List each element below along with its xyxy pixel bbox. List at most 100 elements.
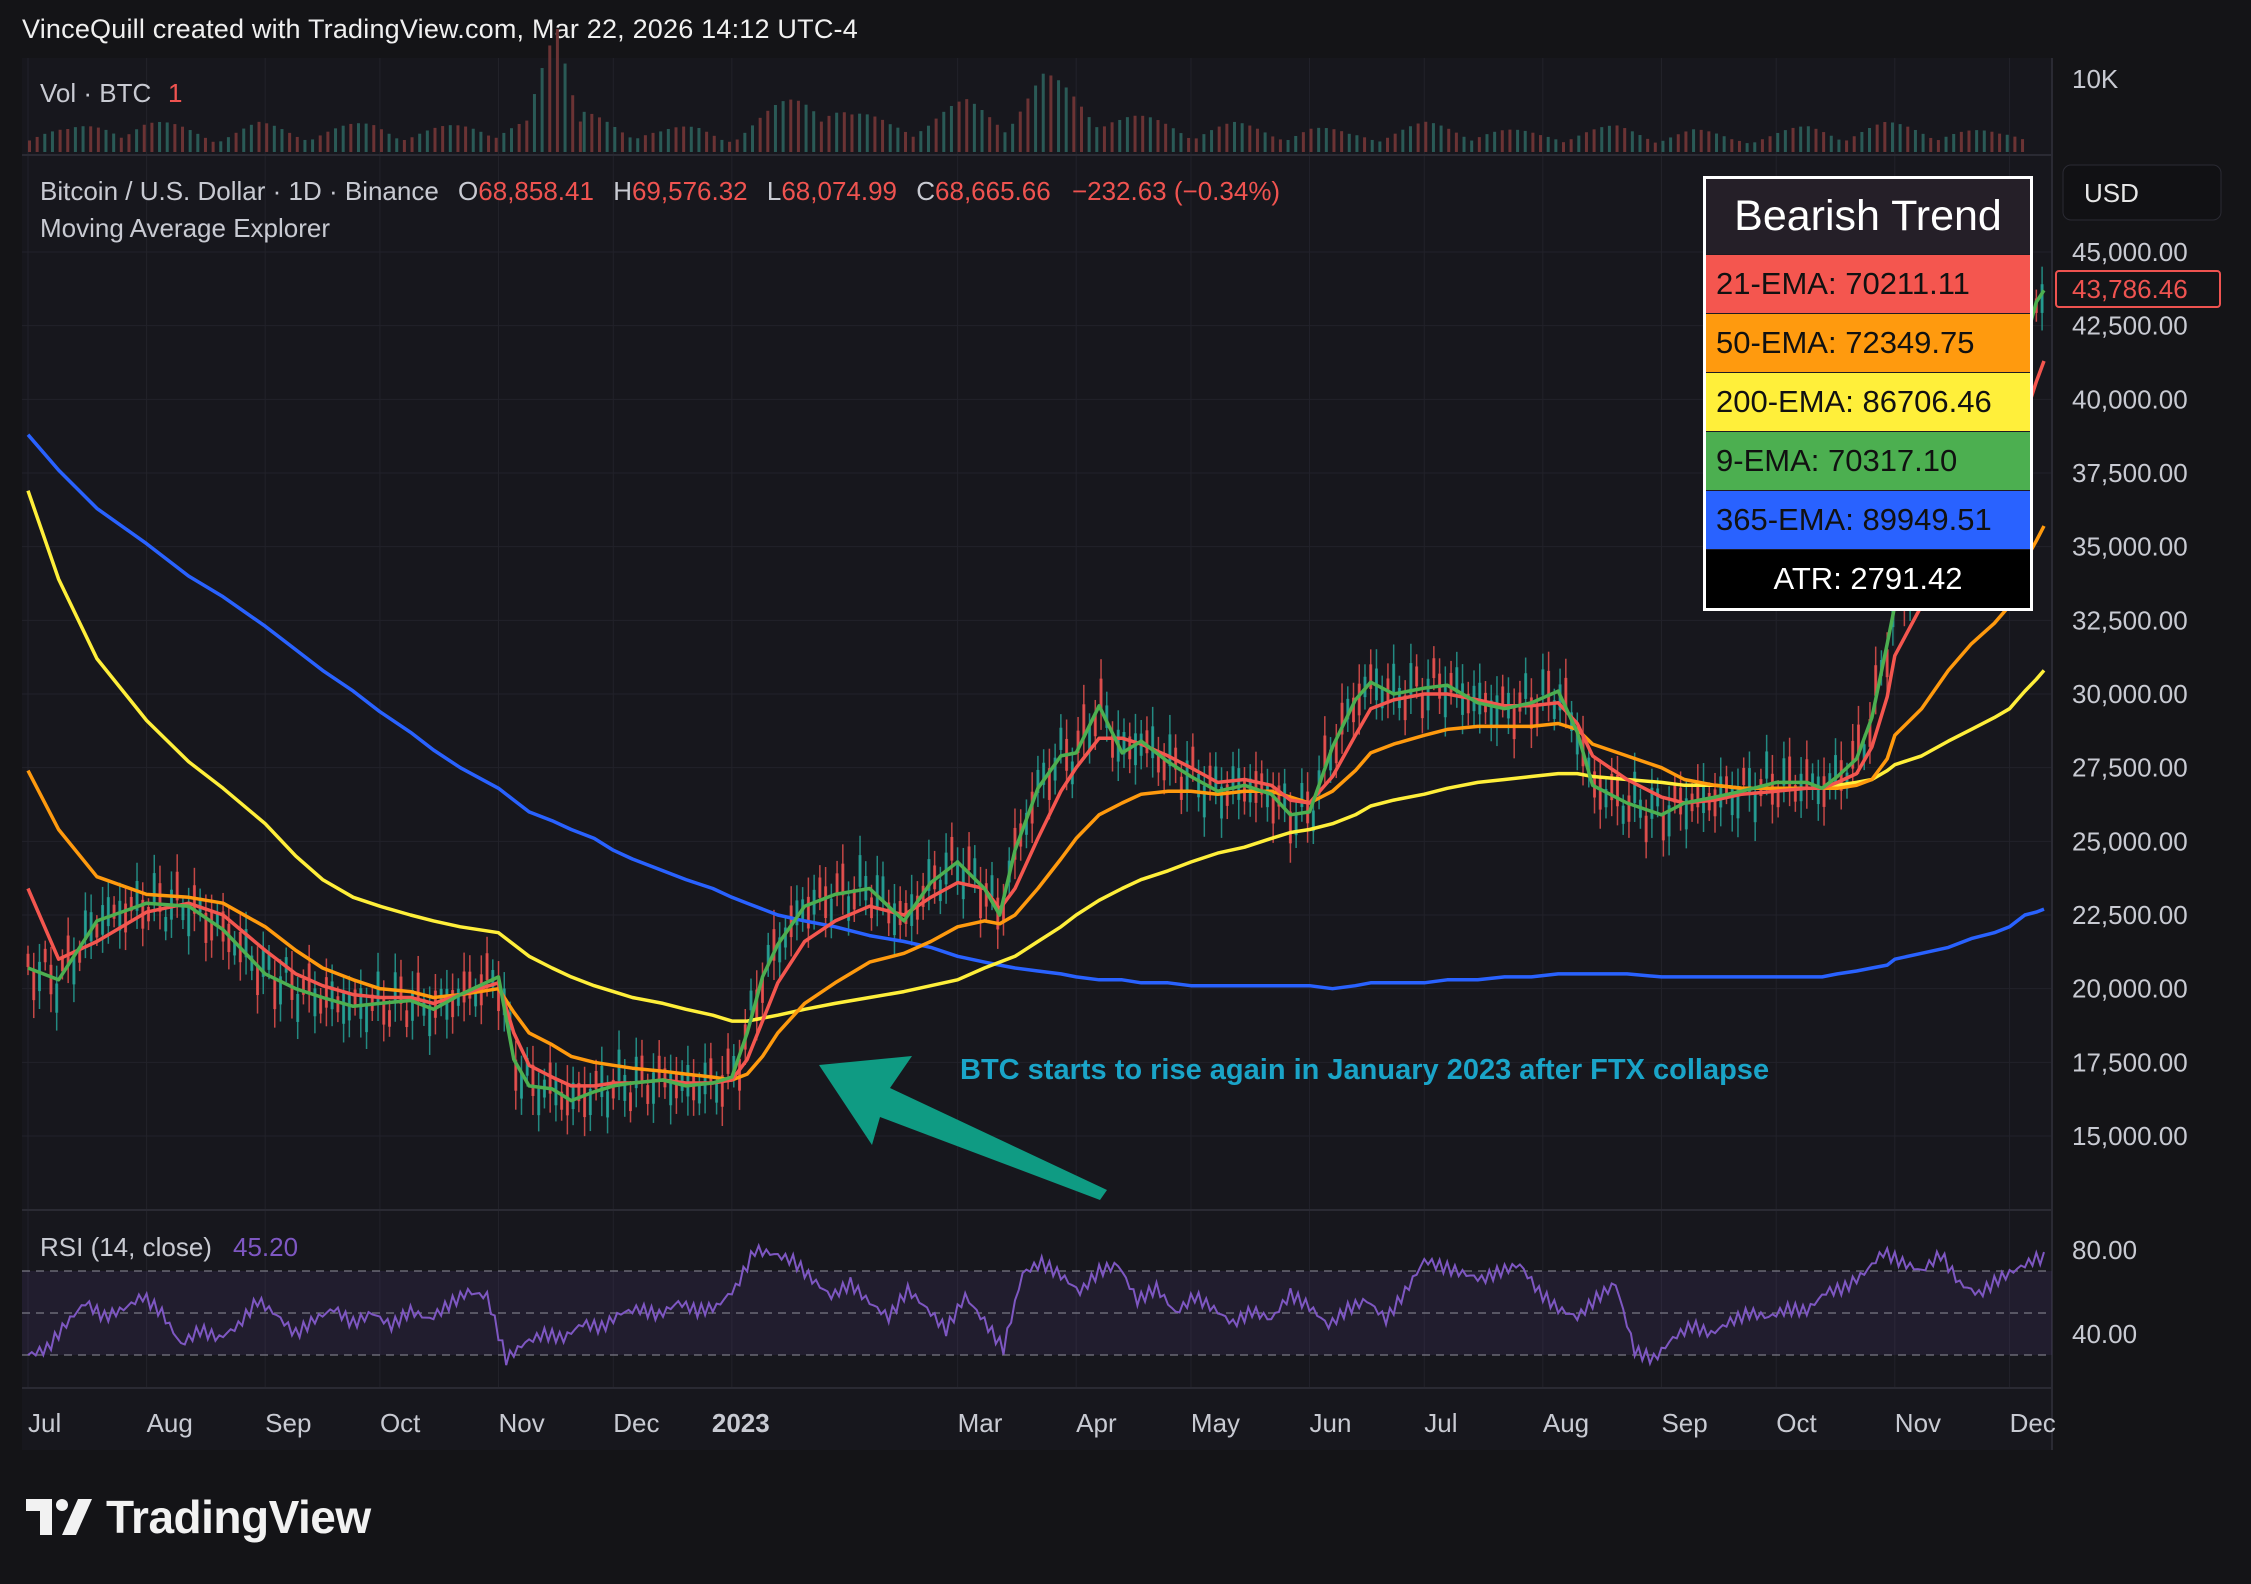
volume-bar — [1569, 139, 1573, 152]
volume-bar — [395, 138, 399, 152]
volume-bar — [188, 130, 192, 152]
volume-bar — [1294, 135, 1298, 152]
price-tick-label: 25,000.00 — [2072, 826, 2188, 856]
candle-body — [388, 1010, 392, 1027]
volume-bar — [379, 129, 383, 152]
volume-bar — [1952, 133, 1956, 152]
candle-body — [1535, 705, 1539, 725]
candle-body — [1265, 783, 1269, 808]
candle-body — [1300, 782, 1304, 808]
volume-bar — [1324, 128, 1328, 152]
close-label: C — [916, 176, 935, 206]
volume-bar — [590, 113, 594, 152]
candle-body — [1834, 755, 1838, 783]
volume-bar — [628, 137, 632, 152]
volume-bar — [728, 141, 732, 152]
candle-body — [686, 1064, 690, 1097]
candle-body — [1162, 757, 1166, 781]
volume-bar — [1860, 131, 1864, 152]
candle-body — [519, 1071, 523, 1099]
time-tick-label: Jun — [1310, 1408, 1352, 1438]
volume-bar — [456, 125, 460, 152]
volume-bar — [494, 137, 498, 152]
candle-body — [474, 989, 478, 1007]
volume-bar — [1554, 139, 1558, 152]
volume-bar — [1026, 98, 1030, 152]
volume-bars — [28, 28, 2025, 153]
volume-bar — [1745, 143, 1749, 152]
candle-body — [1541, 669, 1545, 696]
symbol-legend: Bitcoin / U.S. Dollar · 1D · Binance O68… — [40, 176, 1280, 206]
candle-body — [514, 1059, 518, 1091]
volume-bar — [1638, 135, 1642, 152]
volume-bar — [1248, 125, 1252, 152]
volume-bar — [1760, 139, 1764, 152]
volume-bar — [1975, 130, 1979, 152]
candle-body — [1449, 672, 1453, 693]
volume-bar — [540, 68, 544, 152]
volume-bar — [850, 114, 854, 152]
time-tick-label: Mar — [958, 1408, 1003, 1438]
candle-body — [485, 953, 489, 981]
tradingview-logo-icon — [26, 1499, 92, 1535]
tradingview-logo[interactable]: TradingView — [26, 1490, 371, 1544]
volume-bar — [965, 99, 969, 152]
volume-bar — [1883, 122, 1887, 152]
volume-bar — [303, 139, 307, 152]
last-price-badge — [2055, 270, 2221, 308]
volume-bar — [249, 124, 253, 152]
candle-body — [1518, 692, 1522, 712]
volume-bar — [758, 117, 762, 152]
candle-body — [1088, 727, 1092, 750]
volume-bar — [372, 125, 376, 152]
candle-body — [1179, 776, 1183, 800]
candle-body — [583, 1085, 587, 1118]
candle-body — [1001, 898, 1005, 922]
candle-body — [766, 944, 770, 965]
rsi-label: RSI (14, close) — [40, 1232, 212, 1262]
volume-bar — [112, 133, 116, 152]
candle-body — [1656, 788, 1660, 807]
candle-body — [1093, 713, 1097, 737]
trend-title: Bearish Trend — [1706, 179, 2030, 254]
candle-body — [445, 988, 449, 1020]
volume-bar — [1967, 130, 1971, 152]
candle-body — [198, 897, 202, 913]
candle-body — [1185, 760, 1189, 793]
volume-bar — [766, 110, 770, 152]
volume-bar — [425, 130, 429, 152]
close-value: 68,665.66 — [935, 176, 1051, 206]
candle-body — [1036, 769, 1040, 793]
currency-button[interactable] — [2062, 164, 2222, 221]
candle-body — [26, 953, 30, 968]
volume-bar — [957, 101, 961, 152]
volume-bar — [35, 136, 39, 152]
volume-bar — [1837, 139, 1841, 152]
candle-body — [979, 886, 983, 919]
volume-bar — [674, 127, 678, 152]
indicator-name: Moving Average Explorer — [40, 213, 330, 243]
candle-body — [525, 1057, 529, 1076]
volume-bar — [1990, 131, 1994, 152]
candle-body — [319, 997, 323, 1014]
volume-bar — [448, 125, 452, 152]
volume-bar — [812, 111, 816, 152]
price-tick-label: 17,500.00 — [2072, 1047, 2188, 1077]
candle-body — [560, 1091, 564, 1110]
volume-bar — [28, 140, 31, 152]
volume-bar — [1233, 121, 1237, 152]
volume-bar — [804, 104, 808, 152]
volume-bar — [842, 112, 846, 152]
candle-body — [1466, 693, 1470, 714]
volume-bar — [1531, 132, 1535, 152]
volume-value: 1 — [168, 78, 182, 108]
candle-body — [152, 873, 156, 903]
time-tick-label: May — [1191, 1408, 1240, 1438]
candle-body — [760, 977, 764, 1003]
open-value: 68,858.41 — [478, 176, 594, 206]
volume-bar — [819, 121, 823, 152]
volume-bar — [441, 126, 445, 152]
currency-button-label[interactable]: USD — [2084, 178, 2139, 208]
volume-bar — [896, 127, 900, 152]
volume-bar — [1868, 127, 1872, 152]
